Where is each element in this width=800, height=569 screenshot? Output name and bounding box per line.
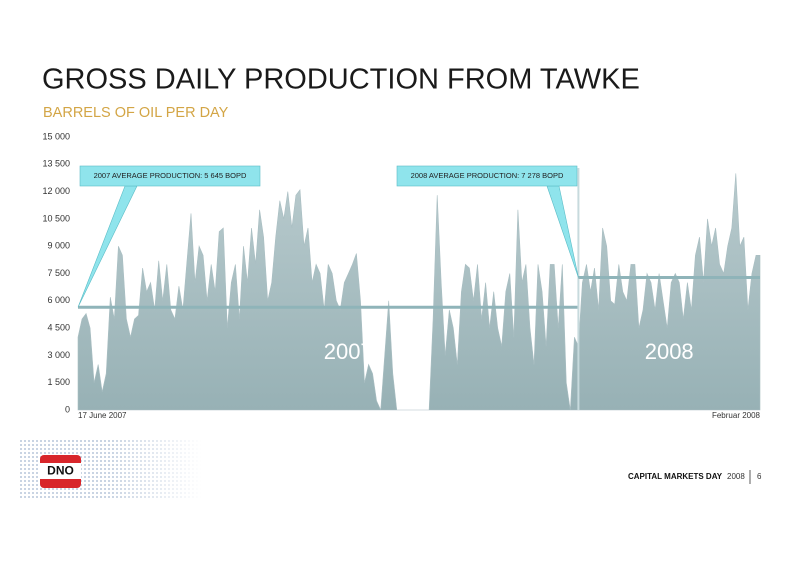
- period-label: 2007: [324, 339, 373, 364]
- callout-box: [79, 165, 261, 187]
- y-tick-label: 4 500: [47, 322, 70, 332]
- y-tick-label: 7 500: [47, 268, 70, 278]
- callout-label: 2007 AVERAGE PRODUCTION: 5 645 BOPD: [94, 171, 247, 180]
- y-tick-label: 10 500: [42, 213, 70, 223]
- chart-title: GROSS DAILY PRODUCTION FROM TAWKE: [42, 64, 640, 96]
- callout-pointer: [77, 185, 138, 308]
- footer-year: 2008: [727, 472, 745, 481]
- x-tick-label: 17 June 2007: [78, 411, 127, 420]
- area: [77, 173, 761, 411]
- footer-page: 6: [757, 472, 762, 481]
- callout-label: 2008 AVERAGE PRODUCTION: 7 278 BOPD: [411, 171, 564, 180]
- footer-event: CAPITAL MARKETS DAY: [628, 472, 723, 481]
- plot-area: 0 1 500 3 000 4 500 6 000 7 500 9 000 10 500 12 …: [42, 131, 760, 420]
- x-tick-label: Februar 2008: [712, 411, 761, 420]
- y-tick-label: 3 000: [47, 350, 70, 360]
- chart-subtitle: BARRELS OF OIL PER DAY: [43, 105, 229, 121]
- y-tick-label: 6 000: [47, 295, 70, 305]
- y-tick-label: 13 500: [42, 159, 70, 169]
- y-tick-label: 9 000: [47, 241, 70, 251]
- period-label: 2008: [645, 339, 694, 364]
- footer-fade: [110, 438, 202, 500]
- callout-pointer: [546, 185, 579, 278]
- y-tick-label: 1 500: [47, 377, 70, 387]
- logo-band: [40, 463, 81, 479]
- y-tick-label: 12 000: [42, 186, 70, 196]
- logo-text: DNO: [47, 464, 74, 478]
- y-tick-label: 0: [65, 404, 70, 414]
- callout-box: [396, 165, 578, 187]
- y-tick-label: 15 000: [42, 131, 70, 141]
